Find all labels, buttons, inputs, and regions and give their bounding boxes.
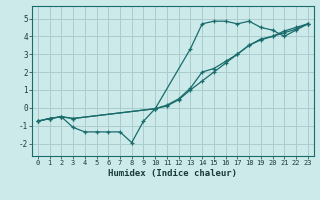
X-axis label: Humidex (Indice chaleur): Humidex (Indice chaleur) [108, 169, 237, 178]
